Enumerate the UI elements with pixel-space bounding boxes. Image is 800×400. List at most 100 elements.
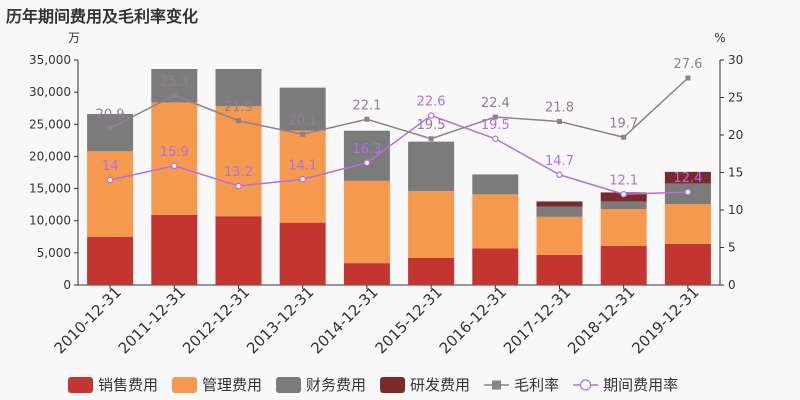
bar-销售费用 xyxy=(215,216,262,285)
right-axis-unit: % xyxy=(714,31,725,45)
left-tick-label: 20,000 xyxy=(29,149,71,163)
right-tick-label: 0 xyxy=(728,278,736,292)
point-期间费用率 xyxy=(363,159,371,166)
data-label-毛利率: 25.3 xyxy=(160,74,189,89)
x-tick-label: 2015-12-31 xyxy=(372,283,446,357)
line-毛利率 xyxy=(109,77,689,140)
line-期间费用率 xyxy=(109,114,688,196)
legend-label-销售费用: 销售费用 xyxy=(98,376,158,394)
point-毛利率 xyxy=(364,116,370,122)
bar-销售费用 xyxy=(408,258,455,285)
right-tick-label: 25 xyxy=(728,91,743,105)
x-tick-label: 2016-12-31 xyxy=(436,283,510,357)
x-tick-label: 2018-12-31 xyxy=(564,283,638,357)
x-tick-label: 2017-12-31 xyxy=(500,283,574,357)
data-label-毛利率: 20.9 xyxy=(96,107,125,122)
bar-销售费用 xyxy=(151,214,198,285)
data-label-期间费用率: 16.3 xyxy=(352,142,381,157)
bar-财务费用 xyxy=(279,87,326,131)
bar-管理费用 xyxy=(151,102,198,215)
point-期间费用率 xyxy=(427,112,435,119)
data-label-毛利率: 20.1 xyxy=(288,113,317,128)
bar-销售费用 xyxy=(279,222,326,285)
data-label-毛利率: 19.7 xyxy=(609,116,638,131)
legend-label-财务费用: 财务费用 xyxy=(306,376,366,394)
point-期间费用率 xyxy=(620,191,627,198)
data-label-毛利率: 21.9 xyxy=(224,100,253,115)
right-tick-label: 20 xyxy=(728,128,743,142)
legend-label-期间费用率: 期间费用率 xyxy=(603,376,678,394)
legend-marker-期间费用率 xyxy=(579,379,592,391)
left-tick-label: 15,000 xyxy=(29,182,71,196)
point-毛利率 xyxy=(685,75,691,81)
bar-管理费用 xyxy=(87,151,134,237)
data-label-期间费用率: 14.1 xyxy=(288,158,317,173)
point-期间费用率 xyxy=(171,162,178,169)
left-tick-label: 25,000 xyxy=(29,117,71,131)
point-期间费用率 xyxy=(684,188,692,196)
data-label-毛利率: 22.1 xyxy=(352,98,381,113)
point-期间费用率 xyxy=(299,176,306,183)
x-tick-label: 2010-12-31 xyxy=(51,283,125,357)
data-label-毛利率: 22.4 xyxy=(481,96,510,111)
bar-财务费用 xyxy=(536,206,583,217)
bar-研发费用 xyxy=(536,201,583,207)
right-tick-label: 30 xyxy=(728,53,743,67)
bar-管理费用 xyxy=(536,216,583,255)
point-毛利率 xyxy=(171,92,177,98)
data-label-期间费用率: 19.5 xyxy=(481,118,510,133)
bar-财务费用 xyxy=(472,174,519,195)
legend-swatch-研发费用 xyxy=(380,377,406,393)
x-tick-label: 2011-12-31 xyxy=(115,283,189,357)
bar-财务费用 xyxy=(343,130,390,181)
left-axis-unit: 万 xyxy=(68,31,80,45)
x-tick-label: 2019-12-31 xyxy=(628,283,702,357)
right-tick-label: 10 xyxy=(728,203,743,217)
bar-管理费用 xyxy=(664,204,711,244)
bar-财务费用 xyxy=(215,69,262,107)
point-毛利率 xyxy=(557,119,562,124)
left-tick-label: 10,000 xyxy=(29,214,71,228)
bar-研发费用 xyxy=(664,171,711,184)
x-tick-label: 2013-12-31 xyxy=(243,283,317,357)
data-label-期间费用率: 12.4 xyxy=(673,171,702,186)
data-label-期间费用率: 12.1 xyxy=(609,173,638,188)
point-毛利率 xyxy=(621,134,627,140)
legend-swatch-管理费用 xyxy=(172,377,198,393)
chart-title: 历年期间费用及毛利率变化 xyxy=(6,7,199,26)
bar-财务费用 xyxy=(408,141,455,192)
bar-管理费用 xyxy=(408,191,455,258)
legend-marker-毛利率 xyxy=(492,380,502,390)
bar-销售费用 xyxy=(536,254,583,285)
bar-销售费用 xyxy=(87,236,134,285)
bar-财务费用 xyxy=(600,201,647,210)
x-tick-label: 2012-12-31 xyxy=(179,283,253,357)
legend-label-研发费用: 研发费用 xyxy=(410,376,470,394)
bar-销售费用 xyxy=(472,248,519,285)
point-毛利率 xyxy=(107,125,113,131)
bar-管理费用 xyxy=(600,209,647,246)
data-label-期间费用率: 14 xyxy=(102,159,119,174)
point-毛利率 xyxy=(428,136,434,142)
legend-swatch-财务费用 xyxy=(276,377,302,393)
bar-销售费用 xyxy=(664,243,711,285)
legend-swatch-销售费用 xyxy=(68,377,93,393)
point-期间费用率 xyxy=(556,171,563,178)
data-label-期间费用率: 13.2 xyxy=(224,165,253,180)
data-label-期间费用率: 22.6 xyxy=(417,95,446,110)
right-tick-label: 15 xyxy=(728,166,743,180)
point-毛利率 xyxy=(492,114,498,120)
data-label-毛利率: 21.8 xyxy=(545,101,574,116)
right-tick-label: 5 xyxy=(728,241,736,255)
data-label-毛利率: 19.5 xyxy=(417,118,446,133)
point-毛利率 xyxy=(300,131,306,137)
data-label-期间费用率: 15.9 xyxy=(160,145,189,160)
x-tick-label: 2014-12-31 xyxy=(307,283,381,357)
bar-管理费用 xyxy=(472,194,519,249)
left-tick-label: 30,000 xyxy=(29,85,71,99)
data-label-毛利率: 27.6 xyxy=(673,57,702,72)
bar-管理费用 xyxy=(343,180,390,264)
point-期间费用率 xyxy=(235,182,242,190)
point-期间费用率 xyxy=(106,176,114,184)
